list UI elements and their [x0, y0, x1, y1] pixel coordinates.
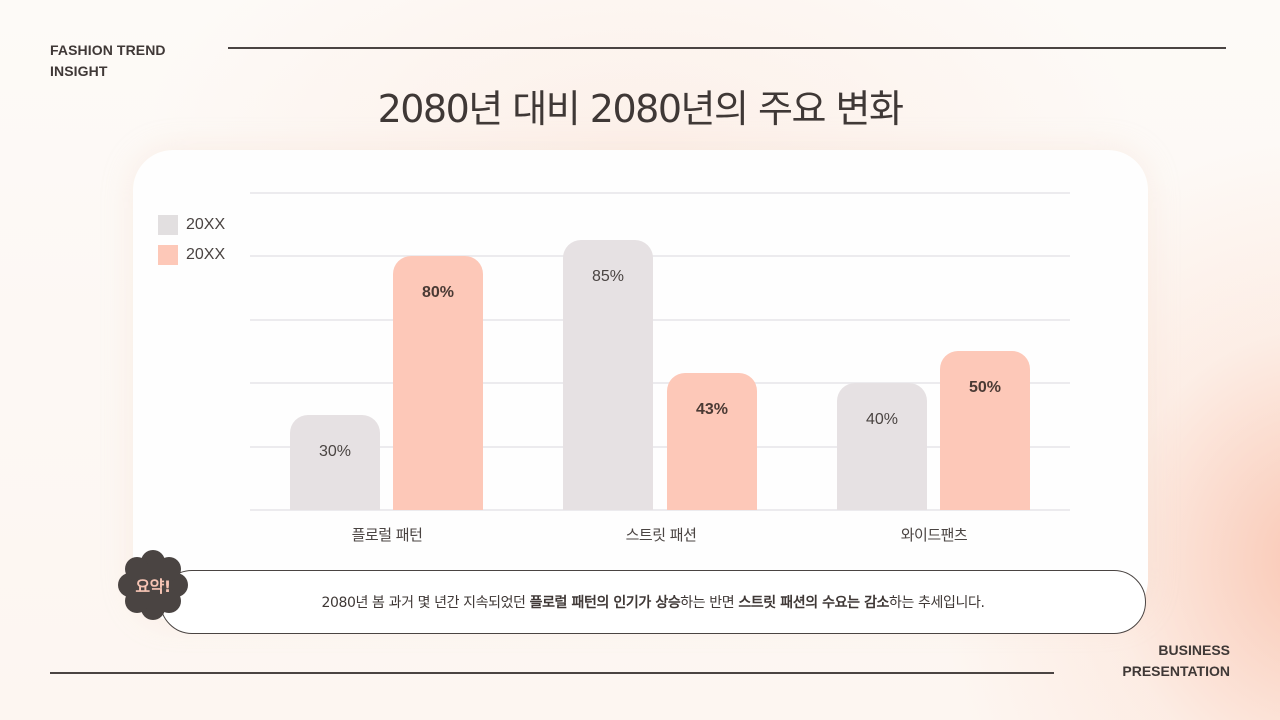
bar-value-label: 50%: [968, 379, 1002, 396]
bar-floral-series-b: 80%: [393, 256, 483, 510]
bar-value-label: 43%: [695, 401, 729, 418]
summary-segment: 2080년 봄 과거 몇 년간 지속되었던: [321, 595, 530, 611]
legend-item-series-a: 20XX: [158, 210, 225, 240]
summary-box: 2080년 봄 과거 몇 년간 지속되었던 플로럴 패턴의 인기가 상승하는 반…: [160, 570, 1146, 634]
summary-highlight: 스트릿 패션의 수요는 감소: [738, 595, 890, 611]
category-label-floral: 플로럴 패턴: [351, 526, 423, 544]
summary-highlight: 플로럴 패턴의 인기가 상승: [529, 595, 681, 611]
page-title: 2080년 대비 2080년의 주요 변화: [377, 87, 904, 131]
summary-segment: 하는 추세입니다.: [889, 595, 985, 611]
chart-legend: 20XX 20XX: [158, 210, 225, 270]
category-label-street: 스트릿 패션: [625, 526, 697, 544]
legend-swatch-peach: [158, 245, 178, 265]
brand-line-2: INSIGHT: [50, 63, 108, 79]
summary-badge: 요약!: [114, 549, 192, 621]
bar-wide-series-a: 40%: [837, 383, 927, 510]
bar-floral-series-a: 30%: [290, 415, 380, 510]
bar-street-series-b: 43%: [667, 373, 757, 510]
bar-value-label: 85%: [591, 268, 625, 285]
bar-value-label: 40%: [865, 411, 899, 428]
summary-text: 2080년 봄 과거 몇 년간 지속되었던 플로럴 패턴의 인기가 상승하는 반…: [322, 592, 985, 612]
summary-segment: 하는 반면: [680, 595, 739, 611]
top-divider: [228, 47, 1226, 49]
gridline: [250, 255, 1070, 257]
legend-label: 20XX: [186, 216, 226, 233]
gridline: [250, 446, 1070, 448]
bottom-divider: [50, 672, 1054, 674]
bar-street-series-a: 85%: [563, 240, 653, 510]
brand-line-2: PRESENTATION: [1122, 663, 1230, 679]
badge-label: 요약!: [135, 577, 171, 596]
bar-value-label: 30%: [318, 443, 352, 460]
legend-label: 20XX: [186, 246, 226, 263]
legend-item-series-b: 20XX: [158, 240, 225, 270]
brand-label-bottom: BUSINESS PRESENTATION: [1122, 640, 1230, 682]
gridline: [250, 382, 1070, 384]
brand-line-1: FASHION TREND: [50, 42, 166, 58]
bar-wide-series-b: 50%: [940, 351, 1030, 510]
category-label-wide: 와이드팬츠: [900, 526, 968, 544]
gridline: [250, 319, 1070, 321]
gridline: [250, 192, 1070, 194]
brand-line-1: BUSINESS: [1158, 642, 1230, 658]
bar-value-label: 80%: [421, 284, 455, 301]
legend-swatch-gray: [158, 215, 178, 235]
brand-label-top: FASHION TREND INSIGHT: [50, 40, 166, 82]
plot-area: 30% 80% 85% 43% 40% 50%: [250, 192, 1070, 511]
scalloped-flower-icon: [118, 550, 188, 620]
gridline: [250, 509, 1070, 511]
